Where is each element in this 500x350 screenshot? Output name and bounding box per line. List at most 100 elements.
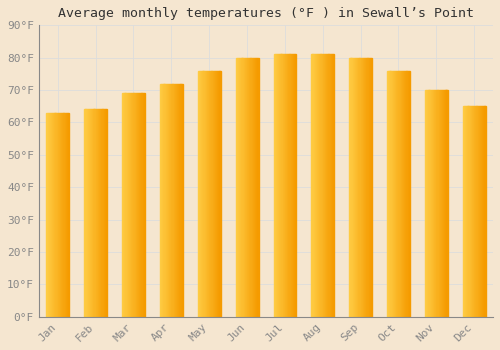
Bar (436, 90, 438, 317)
Bar (210, 71, 212, 317)
Bar (172, 84, 174, 317)
Bar (176, 84, 177, 317)
Bar (396, 71, 398, 317)
Bar (128, 93, 129, 317)
Bar (255, 58, 256, 317)
Bar (56, 113, 57, 317)
Bar (62, 113, 64, 317)
Bar (443, 90, 444, 317)
Bar (199, 71, 200, 317)
Bar (182, 84, 183, 317)
Bar (358, 58, 360, 317)
Bar (280, 55, 281, 317)
Bar (441, 90, 442, 317)
Bar (170, 84, 172, 317)
Title: Average monthly temperatures (°F ) in Sewall’s Point: Average monthly temperatures (°F ) in Se… (58, 7, 474, 20)
Bar (365, 58, 366, 317)
Bar (202, 71, 203, 317)
Bar (482, 106, 484, 317)
Bar (132, 93, 134, 317)
Bar (474, 106, 476, 317)
Bar (322, 55, 324, 317)
Bar (294, 55, 296, 317)
Bar (88, 110, 89, 317)
Bar (430, 90, 432, 317)
Bar (246, 58, 247, 317)
Bar (274, 55, 276, 317)
Bar (293, 55, 294, 317)
Bar (468, 106, 470, 317)
Bar (130, 93, 132, 317)
Bar (434, 90, 436, 317)
Bar (46, 113, 48, 317)
Bar (52, 113, 54, 317)
Bar (66, 113, 67, 317)
Bar (473, 106, 474, 317)
Bar (274, 55, 275, 317)
Bar (328, 55, 330, 317)
Bar (322, 55, 323, 317)
Bar (465, 106, 466, 317)
Bar (238, 58, 239, 317)
Bar (484, 106, 486, 317)
Bar (466, 106, 468, 317)
Bar (212, 71, 214, 317)
Bar (174, 84, 176, 317)
Bar (123, 93, 124, 317)
Bar (60, 113, 62, 317)
Bar (360, 58, 362, 317)
Bar (161, 84, 162, 317)
Bar (217, 71, 218, 317)
Bar (470, 106, 471, 317)
Bar (362, 58, 363, 317)
Bar (250, 58, 252, 317)
Bar (279, 55, 280, 317)
Bar (256, 58, 258, 317)
Bar (131, 93, 132, 317)
Bar (204, 71, 205, 317)
Bar (433, 90, 434, 317)
Bar (67, 113, 68, 317)
Bar (104, 110, 106, 317)
Bar (257, 58, 258, 317)
Bar (122, 93, 124, 317)
Bar (430, 90, 431, 317)
Bar (169, 84, 170, 317)
Bar (314, 55, 315, 317)
Bar (427, 90, 428, 317)
Bar (292, 55, 293, 317)
Bar (277, 55, 278, 317)
Bar (366, 58, 368, 317)
Bar (86, 110, 88, 317)
Bar (206, 71, 207, 317)
Bar (312, 55, 314, 317)
Bar (144, 93, 145, 317)
Bar (215, 71, 216, 317)
Bar (177, 84, 178, 317)
Bar (207, 71, 208, 317)
Bar (48, 113, 49, 317)
Bar (102, 110, 104, 317)
Bar (59, 113, 60, 317)
Bar (392, 71, 393, 317)
Bar (134, 93, 135, 317)
Bar (390, 71, 392, 317)
Bar (218, 71, 220, 317)
Bar (317, 55, 318, 317)
Bar (288, 55, 290, 317)
Bar (368, 58, 370, 317)
Bar (476, 106, 478, 317)
Bar (370, 58, 371, 317)
Bar (129, 93, 130, 317)
Bar (166, 84, 167, 317)
Bar (242, 58, 244, 317)
Bar (178, 84, 180, 317)
Bar (138, 93, 140, 317)
Bar (463, 106, 464, 317)
Bar (356, 58, 358, 317)
Bar (214, 71, 215, 317)
Bar (53, 113, 54, 317)
Bar (464, 106, 465, 317)
Bar (349, 58, 350, 317)
Bar (137, 93, 138, 317)
